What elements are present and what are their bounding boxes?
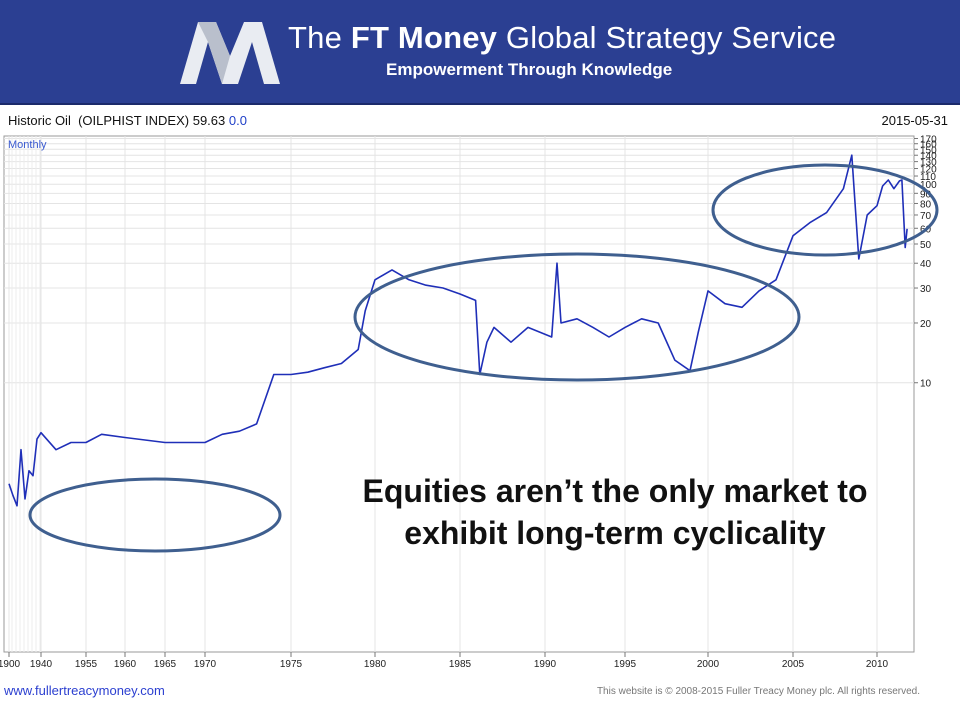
gridlines bbox=[4, 136, 914, 652]
y-tick-label: 10 bbox=[920, 379, 932, 390]
oil-price-line bbox=[8, 154, 908, 507]
y-tick-label: 90 bbox=[920, 189, 932, 200]
y-tick-label: 120 bbox=[920, 165, 937, 176]
x-tick-label: 1900 bbox=[0, 659, 21, 667]
instrument-name: Historic Oil bbox=[8, 113, 71, 128]
y-tick-label: 100 bbox=[920, 180, 937, 191]
oil-price-chart: 1020304050607080901001101201301401501601… bbox=[0, 134, 939, 667]
chart-caption: Equities aren’t the only market to exhib… bbox=[310, 470, 920, 554]
copyright-notice: This website is © 2008-2015 Fuller Treac… bbox=[596, 686, 920, 697]
chart-date: 2015-05-31 bbox=[881, 113, 949, 128]
cycle-ellipse-recent bbox=[711, 163, 939, 257]
cycle-ellipse-early bbox=[28, 477, 282, 553]
x-axis: 1900 1940 1955 1960 1965 1970 1975 1980 1985 1990… bbox=[0, 652, 889, 667]
y-tick-label: 160 bbox=[920, 140, 937, 151]
banner: The FT Money Global Strategy Service Emp… bbox=[0, 0, 960, 105]
ft-money-logo-icon bbox=[180, 22, 280, 84]
x-tick-label: 1970 bbox=[194, 659, 217, 667]
y-tick-label: 20 bbox=[920, 319, 932, 330]
cycle-ellipse-mid bbox=[353, 252, 801, 382]
y-tick-label: 40 bbox=[920, 259, 932, 270]
x-tick-label: 2005 bbox=[782, 659, 805, 667]
x-tick-label: 1990 bbox=[534, 659, 557, 667]
last-price: 59.63 bbox=[192, 113, 226, 128]
frequency-label: Monthly bbox=[8, 139, 47, 151]
x-tick-label: 2010 bbox=[866, 659, 889, 667]
y-tick-label: 150 bbox=[920, 145, 937, 156]
y-tick-label: 140 bbox=[920, 151, 937, 162]
x-tick-label: 2000 bbox=[697, 659, 720, 667]
y-tick-label: 80 bbox=[920, 199, 932, 210]
y-tick-label: 70 bbox=[920, 211, 932, 222]
plot-area bbox=[3, 135, 915, 653]
chart-header: Historic Oil (OILPHIST INDEX) 59.63 0.0 bbox=[8, 113, 247, 128]
banner-title: The FT Money Global Strategy Service bbox=[288, 20, 837, 55]
caption-line-2: exhibit long-term cyclicality bbox=[404, 515, 826, 551]
x-tick-label: 1940 bbox=[30, 659, 53, 667]
price-change: 0.0 bbox=[228, 113, 247, 128]
y-axis: 1020304050607080901001101201301401501601… bbox=[914, 134, 937, 390]
website-link[interactable]: www.fullertreacymoney.com bbox=[4, 683, 165, 698]
x-tick-label: 1965 bbox=[154, 659, 177, 667]
x-tick-label: 1960 bbox=[114, 659, 137, 667]
y-tick-label: 30 bbox=[920, 284, 932, 295]
x-tick-label: 1980 bbox=[364, 659, 387, 667]
y-tick-label: 170 bbox=[920, 134, 937, 145]
x-tick-label: 1975 bbox=[280, 659, 303, 667]
banner-subtitle: Empowerment Through Knowledge bbox=[386, 60, 673, 79]
y-tick-label: 50 bbox=[920, 240, 932, 251]
x-tick-label: 1985 bbox=[449, 659, 472, 667]
caption-line-1: Equities aren’t the only market to bbox=[362, 473, 868, 509]
instrument-symbol: (OILPHIST INDEX) bbox=[78, 113, 190, 128]
x-tick-label: 1995 bbox=[614, 659, 637, 667]
x-tick-label: 1955 bbox=[75, 659, 98, 667]
y-tick-label: 130 bbox=[920, 158, 937, 169]
y-tick-label: 110 bbox=[920, 172, 936, 183]
